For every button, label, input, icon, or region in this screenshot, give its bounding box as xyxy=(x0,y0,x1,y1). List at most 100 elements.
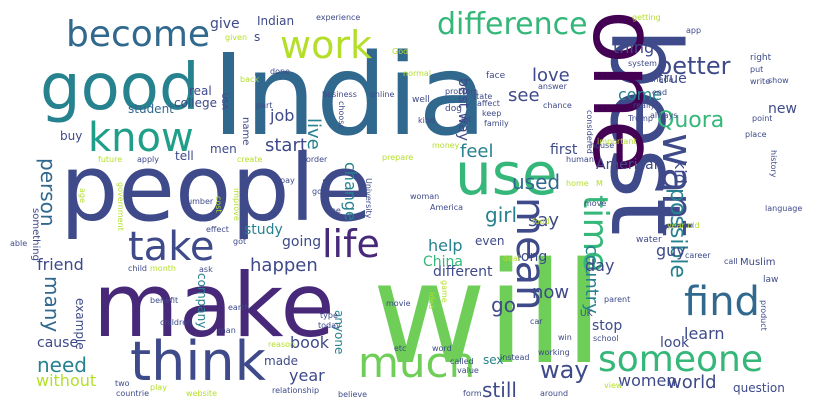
word-future: future xyxy=(98,155,123,164)
word-thing: thing xyxy=(613,38,655,57)
word-house: house xyxy=(590,141,615,150)
word-start: start xyxy=(265,135,307,156)
word-much: much xyxy=(358,338,476,387)
word-life: life xyxy=(322,222,380,266)
word-name: name xyxy=(240,117,251,146)
word-take: take xyxy=(128,224,215,270)
word-answer: answer xyxy=(538,82,567,91)
word-system: system xyxy=(628,59,657,68)
word-etc: etc xyxy=(394,344,407,353)
word-world: world xyxy=(667,372,717,393)
word-find: find xyxy=(684,279,760,325)
word-getting: getting xyxy=(632,13,661,22)
word-work: work xyxy=(280,23,372,67)
word-university: University xyxy=(364,178,373,219)
word-point: point xyxy=(752,114,773,123)
word-year-old: year old xyxy=(667,221,700,230)
word-people: people xyxy=(60,135,372,242)
word-m: M xyxy=(596,179,603,188)
word-done: done xyxy=(270,67,290,76)
word-children: children xyxy=(160,318,193,327)
word-create: create xyxy=(237,155,263,164)
word-keep: keep xyxy=(482,109,502,118)
word-indian: Indian xyxy=(257,14,295,28)
word-given: given xyxy=(225,33,248,42)
word-know: know xyxy=(88,115,194,161)
word-college: college xyxy=(174,96,217,110)
word-tell: tell xyxy=(175,149,194,163)
word-someone: someone xyxy=(598,339,763,380)
word-help: help xyxy=(428,236,463,255)
word-family: family xyxy=(484,119,509,128)
word-around: around xyxy=(540,389,569,398)
word-look: look xyxy=(660,335,690,351)
word-pay: pay xyxy=(280,176,295,185)
word-app: app xyxy=(686,26,702,35)
word-person: person xyxy=(36,158,60,227)
word-lot: lot xyxy=(461,115,472,124)
word-chance: chance xyxy=(543,101,572,110)
word-deal: deal xyxy=(503,254,521,263)
word-human: human xyxy=(566,155,594,164)
word-real: real xyxy=(189,84,212,98)
word-really: really xyxy=(633,101,656,110)
word-student: student xyxy=(128,102,174,116)
word-see: see xyxy=(508,85,540,106)
word-example: example xyxy=(73,298,87,350)
word-website: website xyxy=(186,389,217,398)
word-go: go xyxy=(491,293,516,317)
word-number: number xyxy=(182,197,214,206)
word-type: type xyxy=(320,311,338,320)
word-say: say xyxy=(528,210,560,231)
word-today: today xyxy=(318,321,341,330)
word-uk: UK xyxy=(580,309,593,319)
word-way: way xyxy=(540,356,589,384)
word-age: age xyxy=(78,188,87,203)
word-call: call xyxy=(724,257,738,266)
word-business: business xyxy=(322,90,357,99)
word-normal: normal xyxy=(403,69,432,78)
word-book: book xyxy=(290,333,329,352)
word-water: water xyxy=(636,235,662,245)
word-put: put xyxy=(750,65,764,74)
word-different: different xyxy=(433,264,493,280)
word-give: give xyxy=(210,16,240,32)
word-trump: Trump xyxy=(628,114,653,123)
word-money: money xyxy=(432,141,460,150)
word-apply: apply xyxy=(137,155,160,164)
word-move: move xyxy=(584,199,607,208)
word-study: study xyxy=(244,222,283,238)
word-form: form xyxy=(463,389,482,398)
word-career: career xyxy=(685,251,711,260)
word-prepare: prepare xyxy=(382,153,414,162)
word-better: better xyxy=(657,52,731,80)
word-canada: Canada xyxy=(643,75,674,84)
word-experience: experience xyxy=(316,13,361,22)
word-earth: earth xyxy=(228,303,250,312)
word-difference: difference xyxy=(437,7,588,42)
word-important: important xyxy=(597,137,637,146)
word-men: men xyxy=(210,142,237,156)
word-considered: considered xyxy=(585,110,594,154)
word-cause: cause xyxy=(37,335,79,351)
word-learn: learn xyxy=(684,324,725,343)
word-first: first xyxy=(550,142,578,158)
word-child: child xyxy=(128,264,147,273)
word-relationship: relationship xyxy=(272,386,320,395)
word-part: part xyxy=(256,101,273,110)
word-job: job xyxy=(270,106,295,125)
word-reason: reason xyxy=(268,340,296,349)
word-day: day xyxy=(585,256,615,275)
word-choose: choose xyxy=(337,101,346,130)
word-india: India xyxy=(212,31,487,161)
word-dog: dog xyxy=(445,104,462,114)
word-something: something xyxy=(30,208,41,261)
word-now: now xyxy=(532,282,570,303)
word-sex: sex xyxy=(483,353,504,367)
word-kind: kind xyxy=(418,116,436,125)
word-value: value xyxy=(457,366,479,375)
word-parent: parent xyxy=(604,295,631,304)
word-word: word xyxy=(432,344,452,353)
word-improve: improve xyxy=(232,188,241,221)
word-good: good xyxy=(40,51,200,125)
